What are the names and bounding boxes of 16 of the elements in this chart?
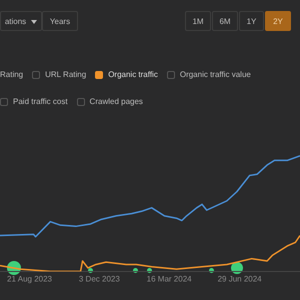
text: Rating (0, 70, 24, 79)
text: 2Y (265, 11, 291, 31)
text: 1Y (239, 11, 264, 31)
x-tick-label: 21 Aug 2023 (7, 274, 53, 284)
text: ations (0, 11, 42, 31)
x-tick-label: 16 Mar 2024 (146, 274, 192, 284)
x-tick-label: 29 Jun 2024 (218, 274, 262, 284)
text: 6M (212, 11, 238, 31)
text: Paid traffic cost (13, 97, 68, 106)
x-tick-label: 3 Dec 2023 (78, 274, 120, 284)
text: Crawled pages (90, 97, 143, 106)
text: Years (42, 11, 78, 31)
text: 1M (185, 11, 211, 31)
text: Organic traffic value (180, 70, 251, 79)
legend-label: Organic traffic (108, 70, 158, 79)
text: URL Rating (45, 70, 86, 79)
